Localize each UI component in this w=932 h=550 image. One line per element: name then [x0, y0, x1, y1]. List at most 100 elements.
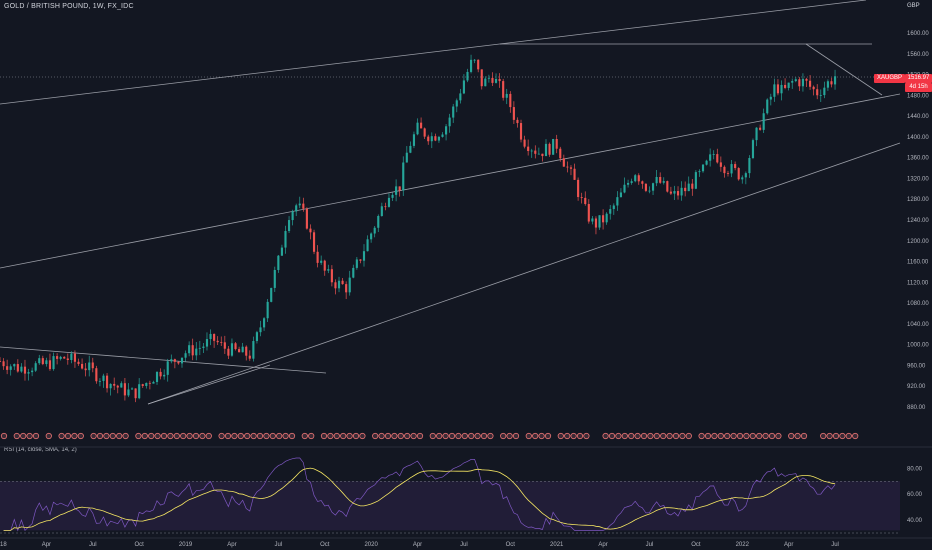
candle-body: [833, 76, 837, 85]
candle-body: [466, 71, 469, 81]
event-marker: [397, 432, 404, 440]
event-marker: [730, 432, 737, 440]
candle-body: [477, 59, 480, 70]
event-marker: [487, 432, 494, 440]
event-marker: [205, 432, 212, 440]
candle-body: [712, 154, 715, 155]
candle-body: [398, 186, 401, 191]
candle-body: [473, 59, 476, 61]
candle-body: [798, 79, 801, 87]
candle-body: [409, 145, 412, 153]
event-marker: [832, 432, 840, 440]
candle-body: [66, 358, 69, 361]
event-marker: [276, 432, 283, 440]
event-marker: [576, 432, 584, 440]
event-marker: [724, 432, 731, 440]
time-tick-label: Jul: [275, 542, 283, 548]
price-tick-label: 960.00: [907, 363, 926, 369]
candle-body: [266, 301, 269, 319]
candle-body: [323, 260, 326, 271]
time-tick-label: Oct: [135, 542, 145, 548]
candle-body: [502, 81, 505, 98]
candle-body: [209, 333, 212, 340]
candle-body: [252, 341, 255, 359]
candle-body: [13, 364, 16, 367]
event-marker: [711, 432, 718, 440]
event-marker: [749, 432, 756, 440]
price-axis[interactable]: 880.00 920.00 960.00 1000.00 1040.00 1080.00 1…: [907, 31, 929, 524]
candle-body: [41, 358, 44, 365]
candle-body: [555, 138, 558, 149]
candle-body: [341, 280, 344, 285]
event-marker: [762, 432, 769, 440]
event-marker: [564, 432, 571, 440]
price-tick-label: 1400.00: [907, 135, 929, 141]
candle-body: [819, 95, 822, 96]
event-marker: [436, 432, 443, 440]
candle-body: [395, 186, 398, 195]
event-marker: [26, 432, 33, 440]
last-price-tag: 1516.97: [905, 74, 932, 83]
event-marker: [167, 432, 174, 440]
candle-body: [309, 228, 312, 233]
candle-body: [2, 361, 5, 367]
candle-body: [380, 206, 383, 216]
candle-body: [198, 347, 201, 349]
rsi-ma-line: [3, 467, 836, 531]
candle-body: [352, 267, 355, 278]
candle-body: [145, 382, 148, 386]
candle-body: [273, 269, 276, 288]
event-marker: [109, 432, 116, 440]
candle-body: [277, 255, 280, 270]
currency-label: GBP: [907, 3, 920, 9]
candle-body: [77, 361, 80, 364]
candle-body: [56, 356, 59, 359]
early-resistance-line: [0, 346, 327, 374]
candle-body: [455, 100, 458, 107]
candle-body: [587, 204, 590, 222]
candle-body: [320, 260, 323, 263]
candle-body: [669, 191, 672, 194]
event-marker: [448, 432, 456, 440]
candle-body: [541, 153, 544, 157]
candle-body: [826, 81, 829, 88]
candle-body: [648, 190, 651, 192]
candle-body: [734, 164, 737, 169]
event-marker: [192, 432, 200, 440]
candle-body: [223, 342, 226, 349]
event-marker: [672, 432, 680, 440]
event-marker: [250, 432, 257, 440]
candle-body: [480, 69, 483, 87]
candle-body: [805, 78, 808, 81]
event-marker: [788, 432, 795, 440]
event-marker: [71, 432, 78, 440]
price-tick-label: 1160.00: [907, 260, 929, 266]
candle-body: [741, 177, 744, 180]
candle-body: [605, 213, 608, 223]
candle-body: [791, 81, 794, 83]
event-marker: [845, 432, 852, 440]
candle-body: [748, 158, 751, 174]
time-tick-label: 2022: [736, 542, 750, 548]
event-marker: [13, 432, 20, 440]
candle-body: [801, 78, 805, 87]
candle-body: [441, 134, 444, 137]
event-marker: [608, 432, 616, 440]
price-tick-label: 1360.00: [907, 156, 929, 162]
candle-body: [573, 168, 576, 180]
candle-body: [512, 107, 515, 120]
candle-body: [769, 96, 772, 100]
candle-body: [52, 356, 55, 370]
candle-body: [302, 203, 305, 209]
candle-body: [123, 383, 126, 396]
candle-body: [348, 277, 351, 293]
candle-body: [159, 371, 162, 377]
time-axis[interactable]: 2018 Apr Jul Oct 2019 Apr Jul Oct 2020 Apr Jul Oct 2…: [0, 537, 932, 548]
candle-body: [220, 342, 223, 343]
price-tick-label: 1080.00: [907, 301, 929, 307]
candle-body: [430, 136, 433, 142]
candle-body: [45, 360, 48, 365]
candle-body: [312, 232, 316, 252]
event-marker: [500, 432, 507, 440]
